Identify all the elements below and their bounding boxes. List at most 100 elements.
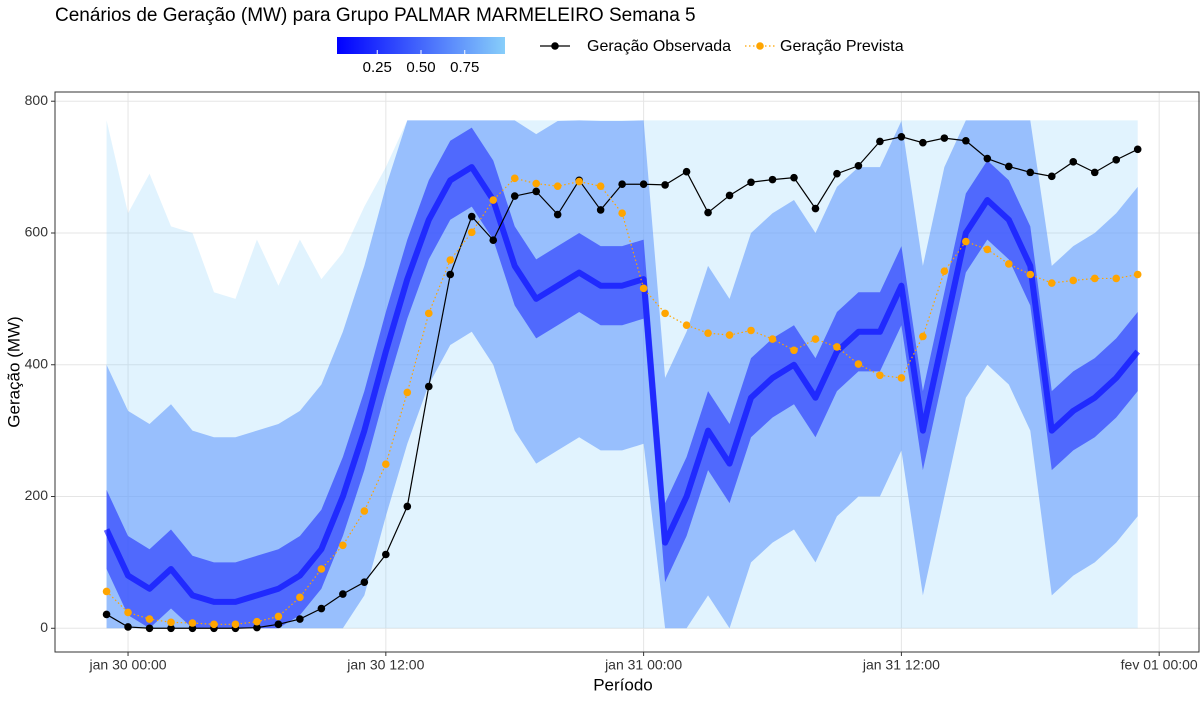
data-point: [489, 236, 498, 245]
data-point: [919, 138, 927, 147]
data-point: [704, 329, 712, 337]
data-point: [467, 212, 476, 221]
data-point: [1133, 270, 1142, 279]
data-point: [854, 161, 863, 170]
data-point: [768, 335, 777, 343]
data-point: [639, 284, 648, 293]
plot-border: [54, 91, 1200, 653]
legend-marker: [551, 42, 559, 50]
data-point: [253, 623, 261, 632]
data-point: [102, 610, 111, 619]
data-point: [919, 332, 927, 341]
data-point: [1090, 168, 1099, 177]
data-point: [1005, 260, 1013, 268]
y-axis-label: Geração (MW): [4, 316, 23, 427]
data-point: [403, 388, 412, 397]
lines: [102, 133, 1142, 633]
data-point: [940, 134, 949, 142]
data-point: [360, 507, 369, 515]
data-point: [833, 343, 841, 351]
data-point: [940, 267, 949, 276]
data-point: [790, 173, 798, 182]
data-point: [446, 256, 455, 264]
data-point: [510, 192, 519, 200]
data-point: [790, 346, 798, 355]
data-point: [1069, 158, 1078, 166]
data-point: [962, 237, 970, 246]
data-point: [618, 209, 626, 218]
data-point: [553, 210, 562, 219]
data-point: [424, 309, 433, 318]
data-point: [403, 502, 412, 511]
data-point: [253, 617, 261, 626]
data-point: [446, 270, 455, 279]
data-point: [317, 604, 326, 613]
data-point: [145, 615, 154, 623]
data-point: [274, 620, 283, 629]
y-tick-label: 600: [25, 224, 49, 240]
data-point: [1026, 168, 1035, 177]
data-point: [231, 620, 240, 629]
data-point: [596, 206, 605, 214]
data-point: [1090, 274, 1099, 283]
x-tick-label: jan 31 12:00: [862, 657, 940, 673]
data-point: [704, 208, 712, 217]
data-point: [747, 178, 755, 187]
data-point: [124, 623, 132, 631]
data-point: [467, 228, 476, 237]
data-point: [1069, 276, 1078, 285]
colorbar: [337, 37, 505, 54]
chart-title: Cenários de Geração (MW) para Grupo PALM…: [55, 5, 696, 26]
y-tick-label: 800: [25, 92, 49, 108]
data-point: [296, 615, 304, 623]
data-point: [768, 175, 777, 184]
data-point: [382, 550, 390, 559]
data-point: [124, 608, 132, 617]
data-point: [339, 541, 347, 550]
data-point: [876, 137, 884, 146]
data-point: [532, 187, 541, 196]
data-point: [983, 154, 992, 163]
y-tick-label: 200: [25, 487, 49, 503]
data-point: [489, 196, 498, 204]
data-point: [725, 331, 734, 339]
data-point: [360, 578, 369, 586]
data-point: [1047, 279, 1056, 287]
data-point: [682, 321, 691, 330]
data-point: [983, 245, 992, 254]
fan-band: [106, 120, 1138, 629]
y-tick-label: 0: [40, 619, 48, 635]
fan: [103, 120, 1141, 629]
data-point: [1047, 172, 1056, 181]
data-point: [424, 382, 433, 391]
data-point: [339, 590, 347, 598]
data-point: [639, 180, 648, 189]
data-point: [167, 624, 175, 633]
data-point: [725, 191, 734, 200]
data-point: [962, 136, 970, 145]
data-point: [296, 593, 304, 602]
data-point: [210, 620, 218, 629]
data-point: [188, 619, 197, 627]
data-point: [167, 618, 175, 627]
data-point: [274, 612, 283, 621]
colorbar-label: 0.75: [450, 59, 479, 76]
legend-label: Geração Prevista: [780, 38, 904, 55]
data-point: [317, 565, 326, 573]
data-point: [1005, 162, 1013, 171]
data-point: [532, 179, 541, 188]
data-point: [747, 326, 755, 335]
y-tick-label: 400: [25, 355, 49, 371]
data-point: [575, 177, 583, 186]
x-tick-label: jan 30 00:00: [89, 657, 167, 673]
legend-marker: [756, 42, 764, 50]
data-point: [682, 167, 691, 176]
colorbar-label: 0.50: [406, 59, 435, 76]
data-point: [811, 204, 820, 213]
legend-label: Geração Observada: [587, 38, 731, 55]
data-point: [553, 182, 562, 191]
x-tick-label: jan 31 00:00: [604, 657, 682, 673]
data-point: [811, 335, 820, 343]
fan-median: [103, 164, 1141, 605]
